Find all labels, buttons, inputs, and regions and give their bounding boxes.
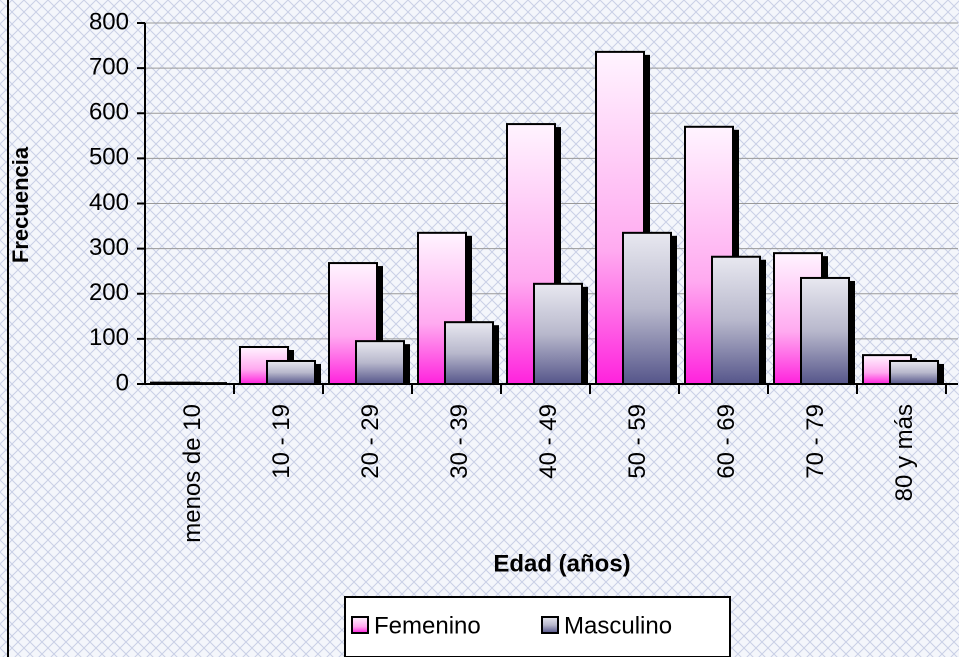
bar xyxy=(266,359,316,385)
bar xyxy=(622,231,672,385)
legend-swatch xyxy=(541,616,559,634)
y-tick-label: 100 xyxy=(89,324,129,351)
bar xyxy=(711,255,761,385)
bar xyxy=(889,359,939,385)
x-tick-label: 30 - 39 xyxy=(446,404,473,479)
bar xyxy=(444,321,494,385)
y-tick-label: 200 xyxy=(89,279,129,306)
x-tick-label: 80 y más xyxy=(891,404,918,501)
y-tick-label: 500 xyxy=(89,144,129,171)
legend-label: Femenino xyxy=(374,612,481,639)
y-tick-label: 800 xyxy=(89,8,129,35)
x-tick-label: 50 - 59 xyxy=(624,404,651,479)
x-tick-label: 60 - 69 xyxy=(713,404,740,479)
legend xyxy=(344,596,731,657)
x-axis-title: Edad (años) xyxy=(493,550,630,577)
y-tick-label: 400 xyxy=(89,189,129,216)
x-tick-label: 20 - 29 xyxy=(357,404,384,479)
y-tick-label: 700 xyxy=(89,53,129,80)
legend-swatch xyxy=(351,616,369,634)
x-tick-label: menos de 10 xyxy=(179,404,206,543)
bar xyxy=(355,340,405,386)
y-tick-label: 0 xyxy=(116,369,129,396)
y-axis-title: Frecuencia xyxy=(8,146,33,263)
y-tick-label: 300 xyxy=(89,234,129,261)
x-tick-label: 40 - 49 xyxy=(535,404,562,479)
bar xyxy=(800,276,850,385)
legend-label: Masculino xyxy=(564,612,672,639)
x-tick-label: 10 - 19 xyxy=(268,404,295,479)
y-tick-label: 600 xyxy=(89,99,129,126)
bar xyxy=(533,282,583,386)
x-tick-label: 70 - 79 xyxy=(802,404,829,479)
